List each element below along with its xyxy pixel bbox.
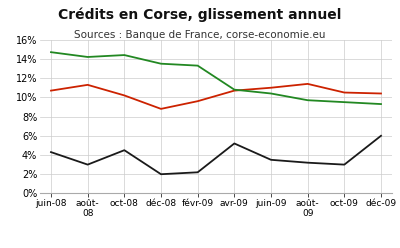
- Trésorerie: [269, 158, 274, 161]
- Corse - Investisement: [342, 91, 347, 94]
- Corse - Investisement: [232, 89, 237, 92]
- Trésorerie: [85, 163, 90, 166]
- Corse - Logement: [232, 88, 237, 91]
- Corse - Investisement: [122, 94, 127, 97]
- Trésorerie: [305, 161, 310, 164]
- Corse - Logement: [158, 62, 164, 65]
- Trésorerie: [195, 171, 200, 174]
- Trésorerie: [232, 142, 237, 145]
- Corse - Logement: [49, 51, 54, 54]
- Line: Trésorerie: Trésorerie: [51, 136, 381, 174]
- Trésorerie: [378, 134, 383, 137]
- Corse - Investisement: [269, 86, 274, 89]
- Line: Corse - Logement: Corse - Logement: [51, 52, 381, 104]
- Corse - Logement: [269, 92, 274, 95]
- Corse - Investisement: [195, 100, 200, 103]
- Trésorerie: [342, 163, 347, 166]
- Corse - Logement: [122, 54, 127, 57]
- Corse - Logement: [85, 56, 90, 59]
- Trésorerie: [122, 149, 127, 152]
- Text: Sources : Banque de France, corse-economie.eu: Sources : Banque de France, corse-econom…: [74, 30, 326, 40]
- Corse - Investisement: [158, 107, 164, 110]
- Trésorerie: [49, 151, 54, 154]
- Corse - Investisement: [49, 89, 54, 92]
- Corse - Investisement: [85, 83, 90, 86]
- Corse - Investisement: [305, 82, 310, 85]
- Line: Corse - Investisement: Corse - Investisement: [51, 84, 381, 109]
- Corse - Logement: [378, 103, 383, 106]
- Corse - Logement: [342, 101, 347, 104]
- Corse - Logement: [195, 64, 200, 67]
- Text: Crédits en Corse, glissement annuel: Crédits en Corse, glissement annuel: [58, 7, 342, 22]
- Corse - Logement: [305, 99, 310, 102]
- Corse - Investisement: [378, 92, 383, 95]
- Trésorerie: [158, 173, 164, 176]
